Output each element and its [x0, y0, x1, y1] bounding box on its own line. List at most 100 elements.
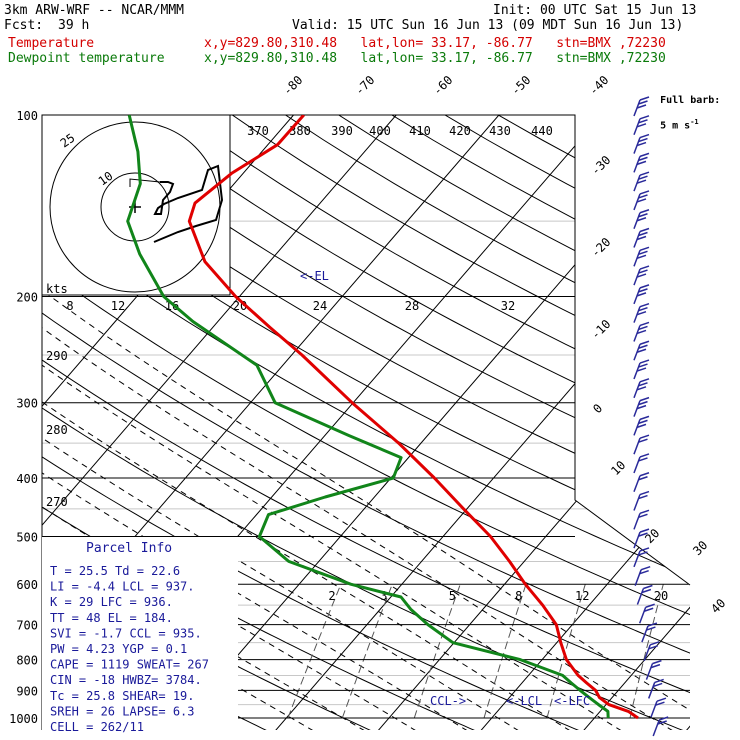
barb-flag	[638, 269, 648, 274]
temperature-tick-label: -80	[280, 73, 305, 98]
barb-flag	[636, 217, 647, 222]
wind-barb	[633, 359, 650, 380]
barb-note-sup: -1	[690, 118, 699, 126]
wind-barb	[633, 453, 650, 474]
wind-barb	[633, 415, 650, 436]
temperature-tick-label: 40	[708, 596, 728, 616]
theta-label: 370	[247, 124, 269, 138]
theta-label: 420	[449, 124, 471, 138]
barb-flag	[640, 565, 651, 571]
barb-flag	[652, 682, 663, 688]
level-annotation: CCL->	[430, 694, 466, 708]
mixing-ratio-label: 20	[654, 589, 668, 603]
legend-temperature-location: x,y=829.80,310.48 lat,lon= 33.17, -86.77…	[204, 36, 666, 51]
parcel-row: T = 25.5 Td = 22.6	[50, 564, 180, 578]
legend-dewpoint-location: x,y=829.80,310.48 lat,lon= 33.17, -86.77…	[204, 51, 666, 66]
mixing-ratio-label: 2	[328, 589, 335, 603]
barb-flag	[654, 678, 664, 684]
barb-flag	[646, 626, 656, 631]
wind-barb	[652, 716, 669, 737]
parcel-panel-bg	[42, 537, 238, 730]
theta-label-left: 270	[46, 495, 68, 509]
barb-flag	[639, 528, 650, 533]
temperature-tick-label: -30	[588, 153, 613, 178]
barb-flag	[636, 348, 647, 353]
mixing-ratio-label: 12	[575, 589, 589, 603]
parcel-row: K = 29 LFC = 936.	[50, 595, 173, 609]
barb-staff	[643, 644, 651, 662]
isotherm-line	[375, 115, 690, 730]
wind-barb	[641, 622, 658, 643]
barb-staff	[633, 475, 641, 493]
barb-flag	[639, 396, 650, 402]
barb-staff	[652, 719, 660, 737]
barb-flag	[647, 622, 658, 627]
pressure-tick-label: 300	[16, 397, 38, 411]
wind-barb	[633, 378, 650, 399]
barb-flag	[638, 494, 648, 500]
barb-flag	[638, 250, 648, 256]
barb-flag	[638, 194, 648, 199]
wind-barb	[633, 321, 650, 342]
dry-adiabat	[72, 115, 690, 730]
barb-flag	[639, 472, 650, 477]
isotherm-line	[683, 115, 690, 730]
parcel-row: Tc = 25.8 SHEAR= 19.	[50, 689, 195, 703]
pressure-tick-label: 400	[16, 472, 38, 486]
barb-flag	[639, 509, 650, 515]
barb-flag	[638, 213, 648, 218]
temperature-tick-label: -60	[430, 73, 455, 98]
barb-flag	[639, 569, 649, 575]
barb-staff	[633, 550, 641, 568]
barb-flag	[638, 119, 648, 124]
barb-flag	[639, 547, 650, 552]
pressure-tick-label: 500	[16, 530, 38, 544]
parcel-row: PW = 4.23 YGP = 0.1	[50, 642, 187, 656]
theta-label: 390	[331, 124, 353, 138]
wind-barb	[633, 547, 650, 568]
barb-flag	[636, 329, 647, 335]
hodograph-units: kts	[46, 282, 68, 296]
pressure-tick-label: 700	[16, 619, 38, 633]
barb-flag	[638, 100, 648, 105]
barb-flag	[639, 115, 650, 120]
theta-label-left: 290	[46, 349, 68, 363]
pressure-tick-label: 600	[16, 578, 38, 592]
wind-barb	[633, 152, 650, 173]
mixing-ratio-label: 5	[449, 589, 456, 603]
hodograph-ring-label: 10	[96, 169, 116, 189]
wind-barb	[633, 190, 650, 211]
level-annotation: <-LCL	[506, 694, 542, 708]
barb-flag	[639, 96, 650, 101]
isotherm-line	[272, 115, 690, 730]
wind-barb	[633, 284, 650, 305]
dry-adiabat	[497, 115, 690, 730]
barb-staff	[633, 494, 641, 511]
barb-flag	[636, 367, 647, 372]
temperature-tick-label: -40	[586, 73, 611, 98]
speed-tick-label: 16	[165, 299, 179, 313]
temperature-tick-label: 10	[608, 458, 628, 478]
parcel-info-panel: Parcel Info T = 25.5 Td = 22.6 LI = -4.4 L…	[42, 537, 238, 734]
dry-adiabat	[232, 115, 690, 730]
barb-flag	[638, 363, 648, 368]
barb-flag	[638, 457, 648, 462]
hodograph-marker	[129, 178, 161, 187]
theta-label: 430	[489, 124, 511, 138]
moist-adiabat	[42, 268, 690, 730]
wind-barb	[633, 96, 650, 117]
barb-flag	[638, 382, 648, 387]
barb-flag	[636, 179, 647, 184]
barb-flag	[636, 141, 647, 147]
barb-flag	[639, 209, 650, 214]
fcst-label: Fcst:	[4, 18, 44, 33]
barb-flag	[649, 641, 660, 646]
wind-barb	[633, 396, 650, 417]
barb-note: Full barb: 5 m s-1	[636, 84, 720, 142]
barb-flag	[639, 171, 650, 176]
wind-barb	[633, 115, 650, 136]
isotherm-line	[170, 115, 690, 730]
parcel-row: LI = -4.4 LCL = 937.	[50, 580, 195, 594]
barb-flag	[643, 584, 653, 590]
